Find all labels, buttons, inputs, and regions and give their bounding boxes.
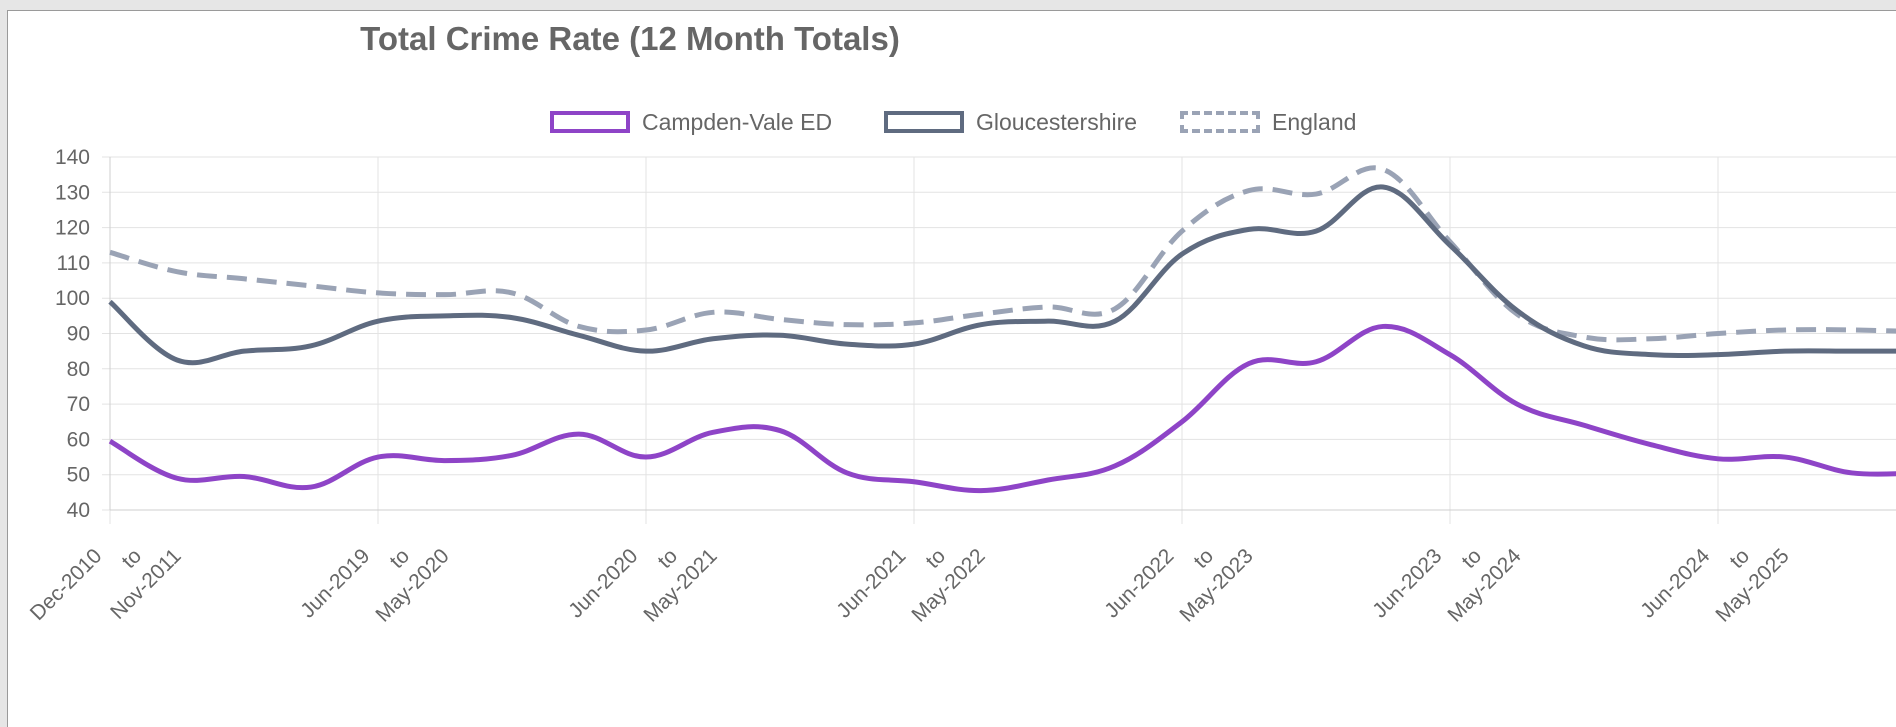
x-tick-label: to [1457,544,1486,573]
y-tick-label: 100 [55,287,90,310]
x-tick-label: Jun-2021 [832,544,910,622]
x-tick-label: Jun-2022 [1100,544,1178,622]
y-tick-label: 70 [67,393,90,416]
x-tick-label: to [385,544,414,573]
y-tick-label: 90 [67,323,90,346]
x-tick-label: May-2020 [371,544,453,626]
y-tick-label: 80 [67,358,90,381]
y-tick-label: 140 [55,146,90,169]
x-tick-label: to [117,544,146,573]
legend-item-england[interactable]: England [1180,102,1356,142]
legend-label-england: England [1272,108,1357,135]
series-line-campden-vale-ed [108,323,1896,494]
x-tick-label: Jun-2019 [296,544,374,622]
y-tick-label: 40 [67,499,90,522]
x-tick-label: to [1189,544,1218,573]
x-tick-label: Jun-2023 [1368,544,1446,622]
x-tick-label: to [1725,544,1754,573]
legend-swatch-england [1180,111,1260,133]
y-tick-label: 120 [55,217,90,240]
legend-swatch-gloucestershire [884,111,964,133]
y-tick-label: 60 [67,428,90,451]
series-line-gloucestershire [108,184,1896,366]
legend-label-gloucestershire: Gloucestershire [976,108,1138,135]
x-tick-label: May-2023 [1175,544,1257,626]
x-tick-label: to [653,544,682,573]
x-tick-label: Dec-2010 [26,544,107,625]
x-tick-label: May-2025 [1711,544,1793,626]
legend-label-campden-vale: Campden-Vale ED [642,108,833,135]
y-tick-label: 110 [57,252,90,275]
legend-item-campden-vale[interactable]: Campden-Vale ED [550,102,832,142]
legend-swatch-campden-vale [550,111,630,133]
legend-item-gloucestershire[interactable]: Gloucestershire [884,102,1137,142]
x-tick-label: May-2022 [907,544,989,626]
x-tick-label: to [921,544,950,573]
x-tick-label: Jun-2020 [564,544,642,622]
x-tick-label: May-2021 [639,544,721,626]
y-tick-label: 50 [67,464,90,487]
y-tick-label: 130 [55,181,90,204]
x-tick-label: May-2024 [1443,544,1526,627]
x-tick-label: Jun-2024 [1636,544,1714,622]
series-line-england [109,165,1896,343]
chart-title: Total Crime Rate (12 Month Totals) [360,20,900,57]
